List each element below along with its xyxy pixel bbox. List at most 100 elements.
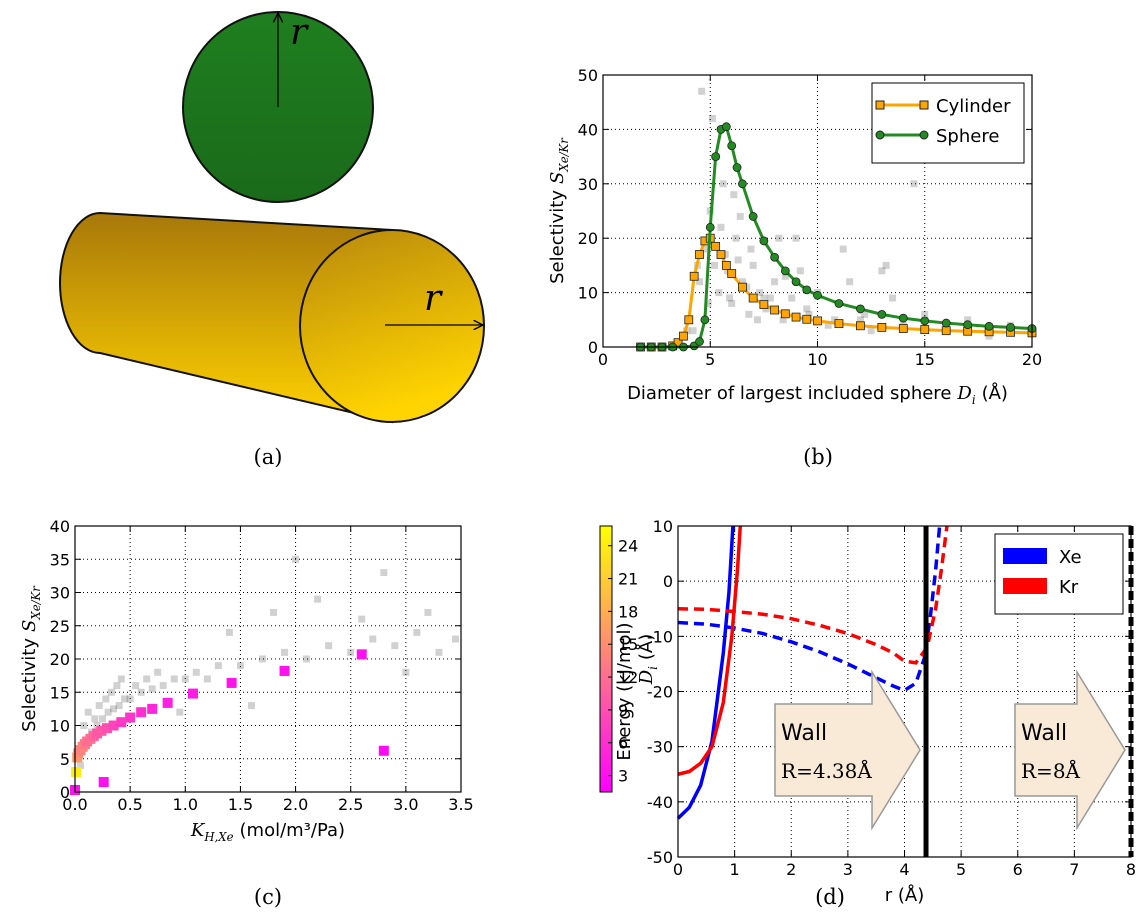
background-point (102, 695, 110, 703)
marker (877, 309, 887, 319)
axis-label-subscript: i (972, 393, 976, 407)
y-tick-label: -20 (647, 683, 673, 702)
background-point (115, 702, 123, 710)
background-point (95, 702, 103, 710)
x-tick-label: 3.5 (448, 795, 473, 814)
x-tick-label: 0.0 (62, 795, 87, 814)
background-point (80, 722, 88, 729)
legend (994, 533, 1124, 615)
marker (770, 305, 779, 315)
marker (705, 222, 715, 232)
background-point (93, 722, 101, 729)
axes-frame (602, 74, 1033, 348)
legend-swatch (1003, 578, 1047, 594)
marker (689, 271, 699, 281)
marker (378, 745, 389, 756)
axis-label: r (Å) (885, 884, 924, 906)
colorbar-tick-label: 12 (618, 668, 638, 687)
background-point (749, 261, 757, 269)
x-tick-label: 6 (1013, 860, 1023, 879)
legend-marker (919, 100, 929, 110)
marker (188, 688, 199, 699)
colorbar-tick-label: 18 (618, 602, 638, 621)
background-point (760, 294, 768, 302)
colorbar-tick-label: 21 (618, 570, 638, 589)
background-point (107, 688, 115, 696)
marker (834, 319, 844, 329)
axis-label-text: Diameter of largest included sphere (627, 383, 951, 404)
background-point (91, 715, 99, 723)
axis-label: Di (Å) (635, 634, 660, 686)
x-tick-label: 2.0 (283, 795, 308, 814)
wall-radius: R=8Å (1021, 758, 1081, 783)
wall-radius: R=4.38Å (781, 758, 872, 783)
background-point (711, 261, 719, 269)
background-point (728, 299, 736, 307)
marker (748, 293, 758, 303)
background-point (380, 569, 388, 577)
axis-label-text: Selectivity (19, 638, 40, 732)
background-point (805, 310, 813, 318)
background-point (154, 668, 162, 676)
panel-a: r r (a) (59, 11, 485, 469)
marker (695, 337, 704, 346)
background-point (788, 294, 796, 302)
background-point (766, 294, 774, 302)
background-point (775, 234, 783, 242)
legend (871, 82, 1025, 164)
y-tick-label: 20 (50, 650, 70, 669)
y-tick-label: 0 (588, 338, 598, 357)
background-point (347, 648, 355, 656)
background-point (964, 316, 972, 324)
marker (898, 324, 908, 333)
x-tick-label: 0 (598, 350, 608, 369)
background-point (113, 682, 121, 690)
marker (116, 717, 127, 728)
caption: (c) (254, 885, 282, 909)
background-point (824, 321, 832, 329)
background-point (148, 685, 156, 693)
background-point (839, 245, 847, 253)
background-point (192, 668, 200, 676)
axis-label-subscript: H,Xe (203, 830, 233, 844)
marker (791, 312, 801, 322)
x-tick-label: 2.5 (338, 795, 363, 814)
legend-marker (875, 130, 885, 140)
axis-label-unit: (Å) (982, 382, 1008, 404)
axis-label-text: r (Å) (885, 884, 924, 906)
marker (780, 266, 790, 276)
x-tick-label: 3 (843, 860, 853, 879)
x-tick-label: 1 (730, 860, 740, 879)
chart: 0.0 0.5 1.0 1.5 2.0 2.5 3.0 3.5 0 5 10 15 20 25 30 35 40… (19, 517, 660, 909)
background-point (314, 595, 322, 603)
marker (727, 269, 737, 278)
marker (898, 313, 908, 323)
background-point (270, 608, 278, 616)
background-point (281, 648, 289, 656)
axis-label-unit: (Å) (635, 634, 657, 660)
background-point (303, 655, 311, 663)
background-point (738, 278, 746, 286)
marker (759, 300, 769, 309)
y-tick-label: -10 (647, 627, 673, 646)
x-tick-label: 10 (807, 350, 827, 369)
y-tick-label: 10 (653, 517, 673, 536)
background-point (698, 87, 706, 95)
marker (856, 304, 865, 314)
legend-swatch (1003, 548, 1047, 564)
radius-label: r (424, 278, 443, 319)
marker (679, 331, 688, 341)
background-point (358, 615, 366, 623)
background-point (292, 555, 300, 563)
marker (226, 677, 237, 688)
background-point (451, 635, 459, 643)
background-point (214, 662, 222, 670)
background-point (247, 702, 255, 710)
wall-arrow (1014, 669, 1126, 831)
background-point (921, 310, 929, 318)
marker (759, 236, 769, 246)
background-point (696, 278, 704, 286)
background-point (236, 662, 244, 670)
marker (711, 152, 721, 162)
marker (738, 179, 747, 189)
